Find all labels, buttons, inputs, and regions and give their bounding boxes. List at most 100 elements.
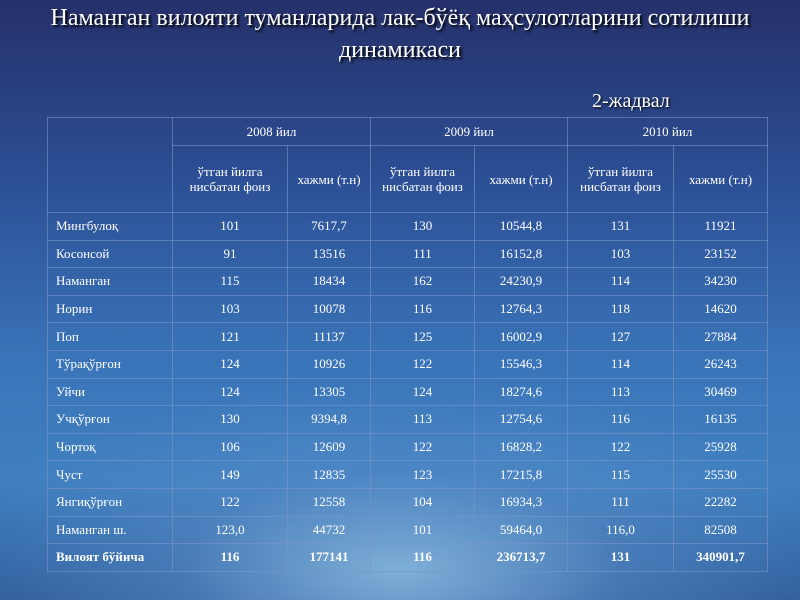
table-cell: 15546,3 bbox=[474, 349, 568, 379]
table-cell: 116 bbox=[370, 294, 475, 324]
subheader: хажми (т.н) bbox=[474, 145, 568, 213]
table-cell: 104 bbox=[370, 487, 475, 517]
table-cell: 111 bbox=[370, 239, 475, 269]
district-name: Норин bbox=[47, 294, 173, 324]
table-cell: 103 bbox=[567, 239, 674, 269]
district-name: Наманган bbox=[47, 267, 173, 296]
table-cell: 103 bbox=[172, 294, 288, 324]
table-cell: 124 bbox=[172, 377, 288, 407]
table-cell: 236713,7 bbox=[474, 543, 568, 572]
table-cell: 340901,7 bbox=[673, 543, 768, 572]
table-cell: 115 bbox=[172, 267, 288, 296]
table-cell: 34230 bbox=[673, 267, 768, 296]
table-cell: 113 bbox=[370, 405, 475, 434]
table-cell: 127 bbox=[567, 322, 674, 351]
table-cell: 27884 bbox=[673, 322, 768, 351]
table-cell: 44732 bbox=[287, 515, 371, 545]
table-cell: 23152 bbox=[673, 239, 768, 269]
district-name: Поп bbox=[47, 322, 173, 351]
table-cell: 25928 bbox=[673, 432, 768, 462]
table-row: Мингбулоқ 101 7617,7 130 10544,8 131 11921 bbox=[47, 212, 768, 241]
table-row: Норин 103 10078 116 12764,3 118 14620 bbox=[47, 294, 768, 324]
table-cell: 12835 bbox=[287, 460, 371, 489]
table-cell: 91 bbox=[172, 239, 288, 269]
table-cell: 121 bbox=[172, 322, 288, 351]
table-cell: 116 bbox=[370, 543, 475, 572]
district-name: Уйчи bbox=[47, 377, 173, 407]
table-cell: 162 bbox=[370, 267, 475, 296]
table-cell: 113 bbox=[567, 377, 674, 407]
subheader: хажми (т.н) bbox=[673, 145, 768, 213]
table-cell: 131 bbox=[567, 543, 674, 572]
year-header: 2009 йил bbox=[370, 117, 568, 146]
table-cell: 116 bbox=[567, 405, 674, 434]
table-row: Чортоқ 106 12609 122 16828,2 122 25928 bbox=[47, 432, 768, 462]
table-cell: 122 bbox=[370, 349, 475, 379]
year-header: 2010 йил bbox=[567, 117, 768, 146]
corner-cell bbox=[47, 117, 173, 213]
table-cell: 16934,3 bbox=[474, 487, 568, 517]
table-cell: 122 bbox=[370, 432, 475, 462]
table-cell: 131 bbox=[567, 212, 674, 241]
table-cell: 22282 bbox=[673, 487, 768, 517]
district-name: Янгиқўрғон bbox=[47, 487, 173, 517]
table-cell: 12754,6 bbox=[474, 405, 568, 434]
table-cell: 12609 bbox=[287, 432, 371, 462]
table-row: Тўрақўрғон 124 10926 122 15546,3 114 26243 bbox=[47, 349, 768, 379]
table-cell: 7617,7 bbox=[287, 212, 371, 241]
table-row: Косонсой 91 13516 111 16152,8 103 23152 bbox=[47, 239, 768, 269]
table-cell: 116 bbox=[172, 543, 288, 572]
table-cell: 130 bbox=[172, 405, 288, 434]
table-cell: 18434 bbox=[287, 267, 371, 296]
subheader-row: ўтган йилга нисбатан фоиз хажми (т.н) ўтга… bbox=[48, 145, 768, 213]
table-cell: 123 bbox=[370, 460, 475, 489]
table-cell: 13305 bbox=[287, 377, 371, 407]
subheader: ўтган йилга нисбатан фоиз bbox=[370, 145, 475, 213]
table-cell: 16152,8 bbox=[474, 239, 568, 269]
header-row: 2008 йил 2009 йил 2010 йил bbox=[47, 117, 768, 213]
table-cell: 111 bbox=[567, 487, 674, 517]
table-row: Вилоят бўйича 116 177141 116 236713,7 131 3409… bbox=[47, 543, 768, 572]
table-row: Чуст 149 12835 123 17215,8 115 25530 bbox=[47, 460, 768, 489]
table-cell: 149 bbox=[172, 460, 288, 489]
table-cell: 114 bbox=[567, 267, 674, 296]
table-cell: 101 bbox=[370, 515, 475, 545]
table-cell: 10544,8 bbox=[474, 212, 568, 241]
table-cell: 82508 bbox=[673, 515, 768, 545]
data-table: 2008 йил 2009 йил 2010 йил ўтган йилга нисб… bbox=[47, 117, 768, 572]
table-row: Учқўрғон 130 9394,8 113 12754,6 116 16135 bbox=[47, 405, 768, 434]
subheader: хажми (т.н) bbox=[287, 145, 371, 213]
table-cell: 9394,8 bbox=[287, 405, 371, 434]
table-cell: 26243 bbox=[673, 349, 768, 379]
subheader: ўтган йилга нисбатан фоиз bbox=[172, 145, 288, 213]
table-cell: 106 bbox=[172, 432, 288, 462]
table-cell: 11137 bbox=[287, 322, 371, 351]
table-row: Наманган ш. 123,0 44732 101 59464,0 116,0 8250… bbox=[47, 515, 768, 545]
table-cell: 25530 bbox=[673, 460, 768, 489]
table-cell: 59464,0 bbox=[474, 515, 568, 545]
table-cell: 116,0 bbox=[567, 515, 674, 545]
table-cell: 30469 bbox=[673, 377, 768, 407]
year-header: 2008 йил bbox=[172, 117, 371, 146]
table-cell: 10926 bbox=[287, 349, 371, 379]
table-cell: 123,0 bbox=[172, 515, 288, 545]
table-cell: 16828,2 bbox=[474, 432, 568, 462]
table-cell: 122 bbox=[567, 432, 674, 462]
table-cell: 118 bbox=[567, 294, 674, 324]
table-row: Наманган 115 18434 162 24230,9 114 34230 bbox=[47, 267, 768, 296]
district-name: Наманган ш. bbox=[47, 515, 173, 545]
table-cell: 14620 bbox=[673, 294, 768, 324]
table-cell: 101 bbox=[172, 212, 288, 241]
table-cell: 24230,9 bbox=[474, 267, 568, 296]
subheader: ўтган йилга нисбатан фоиз bbox=[567, 145, 674, 213]
table-cell: 17215,8 bbox=[474, 460, 568, 489]
table-row: Янгиқўрғон 122 12558 104 16934,3 111 22282 bbox=[47, 487, 768, 517]
table-cell: 122 bbox=[172, 487, 288, 517]
table-row: Уйчи 124 13305 124 18274,6 113 30469 bbox=[47, 377, 768, 407]
slide-title: Наманган вилояти туманларида лак-бўёқ ма… bbox=[50, 5, 750, 63]
table-row: Поп 121 11137 125 16002,9 127 27884 bbox=[47, 322, 768, 351]
district-name: Чуст bbox=[47, 460, 173, 489]
table-cell: 124 bbox=[370, 377, 475, 407]
table-cell: 10078 bbox=[287, 294, 371, 324]
table-cell: 16002,9 bbox=[474, 322, 568, 351]
